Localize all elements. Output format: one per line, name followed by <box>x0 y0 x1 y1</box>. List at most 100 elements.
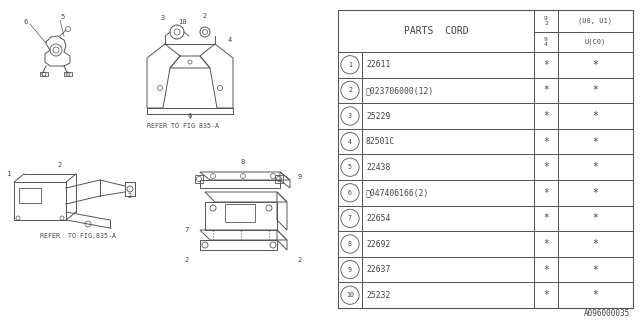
Bar <box>205 202 277 230</box>
Text: 82501C: 82501C <box>366 137 396 146</box>
Bar <box>558 52 633 78</box>
Bar <box>362 78 534 103</box>
Bar <box>558 129 633 155</box>
Text: 22611: 22611 <box>366 60 390 69</box>
Bar <box>338 10 633 308</box>
Text: PARTS  CORD: PARTS CORD <box>404 26 468 36</box>
Bar <box>362 52 534 78</box>
Bar <box>558 32 633 52</box>
Bar <box>534 180 558 206</box>
Text: 9: 9 <box>348 267 352 273</box>
Text: 6: 6 <box>188 113 192 119</box>
Bar <box>362 180 534 206</box>
Text: *: * <box>593 162 598 172</box>
Bar <box>338 282 362 308</box>
Bar <box>362 206 534 231</box>
Text: *: * <box>593 85 598 95</box>
Bar <box>558 282 633 308</box>
Bar <box>40 72 48 76</box>
Bar <box>534 103 558 129</box>
Text: *: * <box>593 111 598 121</box>
Text: 22692: 22692 <box>366 239 390 249</box>
Bar <box>534 78 558 103</box>
Text: 2: 2 <box>298 257 302 263</box>
Text: REFER  TO FIG.835-A: REFER TO FIG.835-A <box>40 233 116 239</box>
Text: 8: 8 <box>348 241 352 247</box>
Text: Ⓢ047406166(2): Ⓢ047406166(2) <box>366 188 429 197</box>
Bar <box>362 282 534 308</box>
Text: 5: 5 <box>61 14 65 20</box>
Text: 5: 5 <box>348 164 352 170</box>
Bar <box>534 231 558 257</box>
Bar <box>19 188 41 203</box>
Bar <box>534 129 558 155</box>
Bar <box>362 257 534 283</box>
Bar <box>362 103 534 129</box>
Text: 25229: 25229 <box>366 111 390 121</box>
Text: 4: 4 <box>228 37 232 43</box>
Text: 22637: 22637 <box>366 265 390 274</box>
Text: *: * <box>543 111 549 121</box>
Text: *: * <box>593 239 598 249</box>
Text: 2: 2 <box>185 257 189 263</box>
Bar <box>338 180 362 206</box>
Bar <box>338 78 362 103</box>
Text: 2: 2 <box>128 193 132 199</box>
Bar <box>338 231 362 257</box>
Bar <box>534 282 558 308</box>
Text: 6: 6 <box>348 190 352 196</box>
Bar <box>558 103 633 129</box>
Bar <box>558 78 633 103</box>
Text: 2: 2 <box>348 87 352 93</box>
Bar <box>534 52 558 78</box>
Text: U(C0): U(C0) <box>585 39 606 45</box>
Bar <box>195 175 203 183</box>
Bar <box>558 180 633 206</box>
Bar <box>275 175 283 183</box>
Text: 9
4: 9 4 <box>544 36 548 47</box>
Text: *: * <box>593 188 598 198</box>
Text: 22438: 22438 <box>366 163 390 172</box>
Text: 1: 1 <box>348 62 352 68</box>
Text: *: * <box>543 85 549 95</box>
Text: *: * <box>593 265 598 275</box>
Text: 3: 3 <box>161 15 165 21</box>
Bar <box>534 32 558 52</box>
Text: *: * <box>593 290 598 300</box>
Bar <box>558 257 633 283</box>
Text: *: * <box>543 213 549 223</box>
Text: 7: 7 <box>185 227 189 233</box>
Bar <box>558 206 633 231</box>
Text: 3: 3 <box>348 113 352 119</box>
Text: 6: 6 <box>24 19 28 25</box>
Text: REFER TO FIG 835-A: REFER TO FIG 835-A <box>147 123 219 129</box>
Bar <box>534 206 558 231</box>
Text: 10: 10 <box>346 292 354 298</box>
Text: 10: 10 <box>178 19 186 25</box>
Text: 1: 1 <box>6 171 10 177</box>
Bar <box>534 257 558 283</box>
Text: 25232: 25232 <box>366 291 390 300</box>
Bar <box>338 103 362 129</box>
Text: 9: 9 <box>298 174 302 180</box>
Text: *: * <box>543 188 549 198</box>
Text: 2: 2 <box>203 13 207 19</box>
Text: 9
2: 9 2 <box>544 16 548 27</box>
Bar <box>534 10 558 32</box>
Bar <box>338 10 534 52</box>
Text: *: * <box>543 60 549 70</box>
Bar <box>64 72 72 76</box>
Text: *: * <box>543 162 549 172</box>
Bar <box>338 155 362 180</box>
Text: *: * <box>543 239 549 249</box>
Text: 22654: 22654 <box>366 214 390 223</box>
Text: 8: 8 <box>241 159 245 165</box>
Text: (U0, U1): (U0, U1) <box>579 18 612 24</box>
Text: 7: 7 <box>348 215 352 221</box>
Text: *: * <box>593 137 598 147</box>
Text: 2: 2 <box>58 162 62 168</box>
Bar <box>338 129 362 155</box>
Bar <box>338 52 362 78</box>
Bar <box>534 155 558 180</box>
Text: *: * <box>543 265 549 275</box>
